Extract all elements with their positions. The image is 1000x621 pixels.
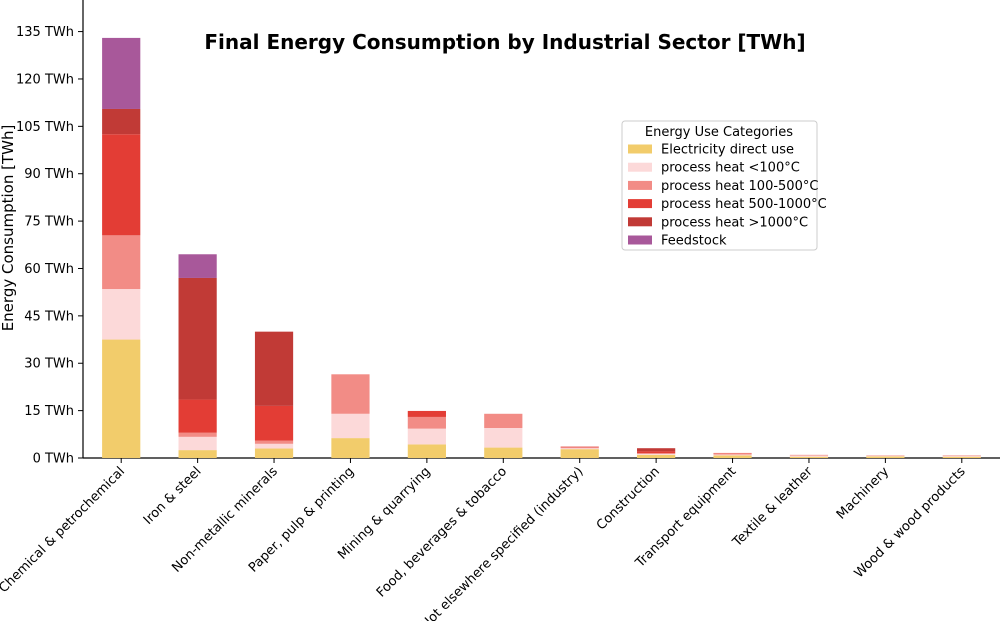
bar-segment: [102, 108, 141, 135]
y-tick-label: 60 TWh: [24, 262, 74, 277]
bar-segment: [407, 444, 446, 458]
y-tick-label: 30 TWh: [24, 357, 74, 372]
bar-segment: [331, 438, 370, 458]
y-tick-label: 105 TWh: [16, 120, 74, 135]
bar-segment: [637, 453, 676, 455]
x-tick-label: Iron & steel: [141, 464, 205, 528]
bar-segment: [637, 454, 676, 458]
legend: Energy Use Categories Electricity direct…: [621, 120, 827, 251]
y-axis-title: Energy Consumption [TWh]: [0, 125, 17, 332]
bar-segment: [102, 289, 141, 340]
bar-segment: [560, 449, 599, 458]
bar-segment: [102, 235, 141, 290]
x-tick-label: Textile & leather: [729, 464, 816, 551]
bar-segment: [178, 436, 217, 451]
bar-segment: [560, 448, 599, 450]
legend-swatch: [628, 217, 652, 227]
bar-segment: [407, 416, 446, 429]
bar-segment: [866, 455, 905, 457]
legend-swatch: [628, 144, 652, 154]
bar-segment: [637, 453, 676, 454]
bar-segment: [407, 410, 446, 417]
bar-segment: [866, 456, 905, 458]
bar-segment: [484, 413, 523, 428]
bar-segment: [560, 447, 599, 449]
bar-segment: [331, 413, 370, 439]
bar-segment: [713, 454, 752, 456]
bar-segment: [942, 456, 981, 457]
legend-label: process heat >1000°C: [661, 215, 808, 230]
y-tick-label: 0 TWh: [33, 452, 74, 467]
bar-segment: [789, 454, 829, 456]
legend-label: process heat 100-500°C: [661, 179, 818, 194]
x-tick-label: Chemical & petrochemical: [0, 464, 128, 596]
x-tick-label: Machinery: [834, 464, 893, 523]
bar-segment: [407, 428, 446, 445]
bar-segment: [713, 455, 752, 458]
legend-title: Energy Use Categories: [645, 125, 793, 140]
bar-segment: [254, 331, 294, 406]
x-tick-label: Not elsewhere specified (industry): [418, 464, 586, 621]
legend-frame: [621, 120, 818, 251]
bar-segment: [178, 277, 217, 400]
legend-swatch: [628, 162, 652, 172]
y-tick-label: 75 TWh: [24, 215, 74, 230]
y-tick-label: 135 TWh: [16, 25, 74, 40]
bar-segment: [713, 453, 752, 455]
legend-items: Electricity direct use process heat <100°…: [628, 143, 827, 249]
bar-segment: [331, 374, 370, 414]
bar-segment: [484, 447, 523, 458]
y-tick-label: 90 TWh: [24, 167, 74, 182]
bar-segment: [637, 451, 676, 454]
x-tick-label: Food, beverages & tobacco: [374, 464, 510, 600]
bar-segment: [254, 448, 294, 458]
bar-segment: [942, 455, 981, 457]
bars: [102, 37, 981, 458]
bar-segment: [637, 448, 676, 452]
bar-segment: [178, 432, 217, 437]
legend-swatch: [628, 235, 652, 245]
legend-label: process heat <100°C: [661, 161, 800, 176]
bar-segment: [178, 450, 217, 458]
bar-segment: [484, 427, 523, 448]
y-ticks: 0 TWh 15 TWh 30 TWh 45 TWh 60 TWh 75 TWh 90 TW…: [16, 25, 83, 467]
bar-segment: [178, 399, 217, 433]
bar-segment: [178, 254, 217, 278]
bar-segment: [560, 446, 599, 448]
bar-segment: [789, 456, 829, 458]
bar-segment: [102, 134, 141, 236]
bar-segment: [254, 405, 294, 441]
bar-segment: [254, 443, 294, 449]
x-ticks: Chemical & petrochemical Iron & steelNon-…: [0, 458, 969, 621]
bar-segment: [789, 455, 829, 457]
bar-segment: [102, 339, 141, 458]
x-tick-label: Construction: [594, 464, 663, 533]
legend-swatch: [628, 199, 652, 209]
bar-segment: [254, 440, 294, 444]
bar-segment: [942, 456, 981, 458]
bar-segment: [102, 37, 141, 109]
legend-label: process heat 500-1000°C: [661, 197, 827, 212]
legend-swatch: [628, 180, 652, 190]
y-tick-label: 120 TWh: [16, 72, 74, 87]
chart-title: Final Energy Consumption by Industrial S…: [204, 30, 805, 54]
legend-label: Electricity direct use: [661, 143, 794, 158]
y-tick-label: 45 TWh: [24, 309, 74, 324]
legend-label: Feedstock: [661, 234, 727, 249]
y-tick-label: 15 TWh: [24, 404, 74, 419]
